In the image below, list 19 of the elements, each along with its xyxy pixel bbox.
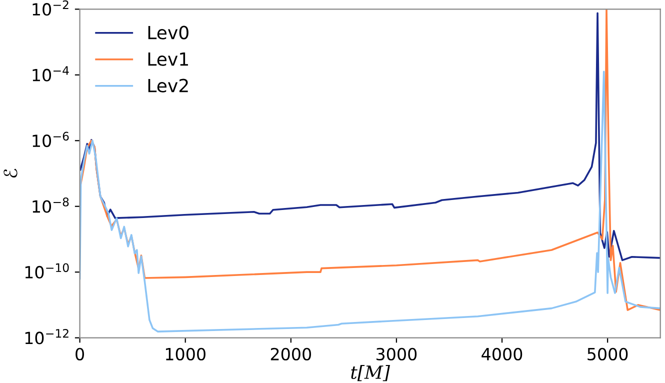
y-tick-label: 10$^{−8}$ [32, 198, 69, 213]
y-tick-label: 10$^{−2}$ [32, 0, 68, 16]
y-axis-title: ℰ [4, 168, 18, 178]
y-tick-label: 10$^{−6}$ [32, 132, 69, 148]
y-tick-label: 10$^{−4}$ [32, 66, 69, 82]
x-tick-label: 3000 [376, 348, 417, 360]
y-tick-label: 10$^{−12}$ [25, 328, 68, 344]
legend-label: Lev0 [148, 26, 188, 40]
x-axis-title: t[M] [351, 365, 390, 382]
x-tick-label: 1000 [166, 348, 206, 360]
x-tick-label: 2000 [270, 348, 312, 360]
legend-label: Lev2 [148, 78, 188, 92]
legend-label: Lev1 [148, 52, 188, 66]
x-tick-label: 5000 [588, 348, 628, 360]
y-tick-label: 10$^{−10}$ [25, 263, 69, 279]
x-tick-label: 4000 [482, 348, 522, 360]
x-tick-label: 0 [76, 348, 84, 360]
line-series [80, 12, 660, 262]
line-series [80, 70, 660, 332]
